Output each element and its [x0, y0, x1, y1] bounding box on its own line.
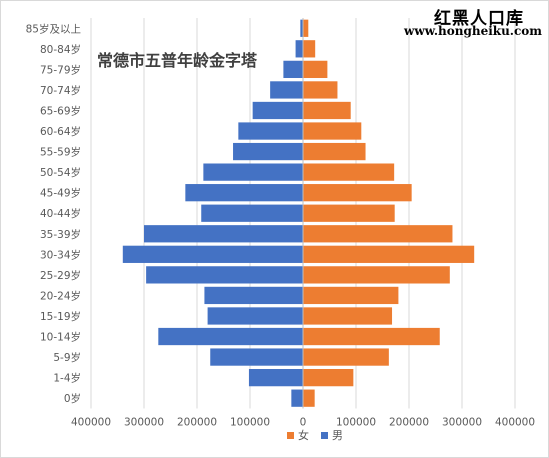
x-tick-label: 300000: [442, 416, 482, 428]
x-tick-label: 400000: [71, 416, 111, 428]
bar-male: [283, 60, 303, 79]
category-label: 10-14岁: [40, 331, 81, 344]
bar-male: [233, 142, 303, 161]
bar-female: [303, 286, 399, 305]
x-tick-label: 200000: [389, 416, 429, 428]
bar-female: [303, 225, 453, 243]
category-label: 5-9岁: [53, 351, 81, 364]
chart-title: 常德市五普年龄金字塔: [97, 51, 258, 70]
legend-swatch-male: [321, 431, 328, 439]
bar-female: [303, 184, 412, 202]
bar-male: [144, 225, 303, 243]
bar-female: [303, 40, 316, 58]
bar-male: [210, 348, 303, 366]
category-label: 60-64岁: [40, 125, 81, 138]
bar-female: [303, 19, 309, 37]
bar-female: [303, 307, 393, 325]
bar-male: [252, 101, 303, 120]
bar-male: [203, 163, 303, 181]
category-label: 45-49岁: [40, 187, 81, 200]
bar-female: [303, 81, 338, 99]
bar-female: [303, 163, 395, 181]
bar-male: [207, 307, 303, 325]
legend-item-female: 女: [287, 427, 309, 443]
bar-female: [303, 348, 389, 366]
x-tick-label: 100000: [336, 416, 376, 428]
chart-legend: 女 男: [287, 427, 349, 443]
category-label: 80-84岁: [40, 43, 81, 56]
bar-male: [238, 122, 303, 140]
bar-female: [303, 368, 354, 387]
bar-female: [303, 122, 362, 140]
bar-male: [185, 184, 303, 202]
category-label: 1-4岁: [53, 372, 81, 385]
x-tick-label: 200000: [177, 416, 217, 428]
brand-url: www.hongheiku.com: [404, 24, 542, 38]
legend-item-male: 男: [321, 427, 343, 443]
bar-male: [270, 81, 303, 99]
bar-female: [303, 60, 328, 79]
bar-female: [303, 266, 450, 284]
category-label: 0岁: [64, 392, 81, 405]
x-tick-label: 100000: [230, 416, 270, 428]
bar-female: [303, 327, 440, 346]
category-label: 30-34岁: [40, 248, 81, 261]
category-label: 20-24岁: [40, 289, 81, 302]
bar-male: [201, 204, 303, 222]
category-label: 15-19岁: [40, 310, 81, 323]
bar-male: [248, 368, 303, 387]
category-label: 50-54岁: [40, 166, 81, 179]
category-label: 85岁及以上: [26, 22, 81, 35]
legend-label-female: 女: [298, 429, 309, 442]
bar-male: [291, 389, 303, 407]
bar-male: [158, 327, 303, 346]
category-label: 25-29岁: [40, 269, 81, 282]
bar-male: [295, 40, 303, 58]
category-label: 35-39岁: [40, 228, 81, 241]
x-tick-label: 300000: [124, 416, 164, 428]
x-tick-label: 0: [300, 416, 307, 428]
bar-male: [146, 266, 303, 284]
brand-name: 红黑人口库: [434, 9, 524, 29]
bar-female: [303, 142, 366, 161]
bar-male: [204, 286, 303, 305]
bar-male: [300, 19, 303, 37]
bar-female: [303, 389, 315, 407]
category-label: 40-44岁: [40, 207, 81, 220]
bar-female: [303, 101, 351, 120]
bar-female: [303, 245, 475, 263]
legend-swatch-female: [287, 431, 294, 439]
legend-label-male: 男: [332, 429, 343, 442]
bar-male: [122, 245, 303, 263]
category-label: 55-59岁: [40, 146, 81, 159]
category-label: 65-69岁: [40, 104, 81, 117]
category-label: 75-79岁: [40, 63, 81, 76]
bar-female: [303, 204, 395, 222]
x-tick-label: 400000: [495, 416, 535, 428]
category-label: 70-74岁: [40, 84, 81, 97]
